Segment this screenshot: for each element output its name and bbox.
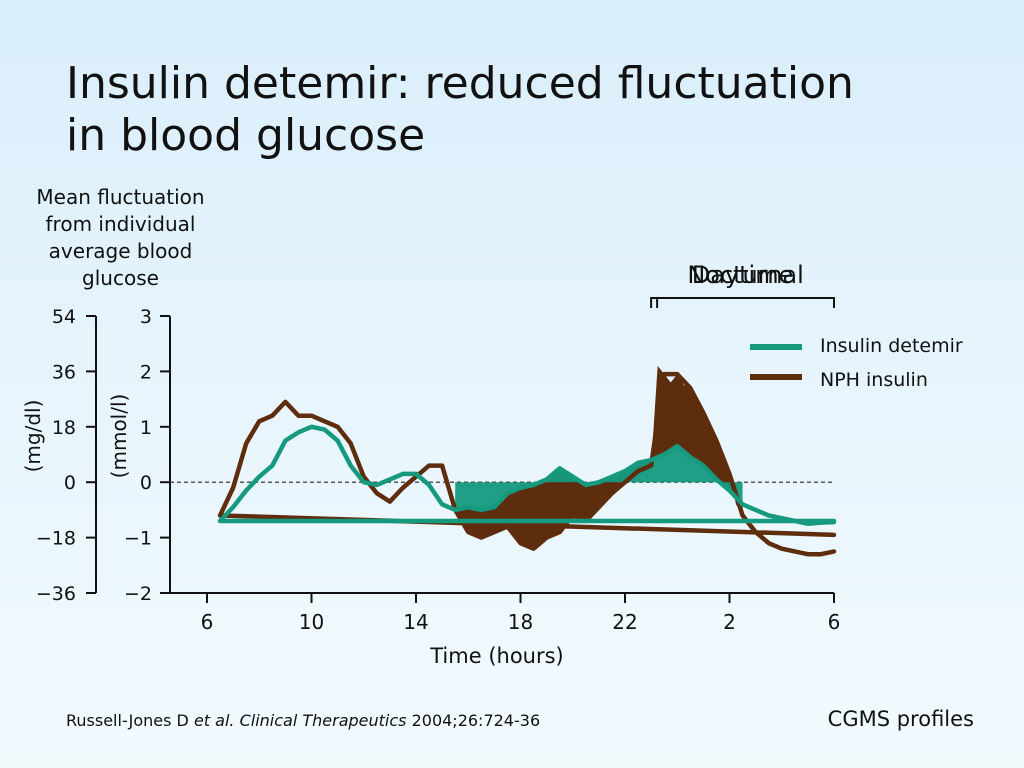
citation-details: 2004;26:724-36 — [406, 711, 541, 730]
y-axis-label-mmol: (mmol/l) — [107, 394, 131, 479]
x-tick-label: 22 — [612, 610, 637, 634]
y-tick-label-mmol: 3 — [140, 306, 152, 328]
x-tick-label: 10 — [299, 610, 324, 634]
citation-journal: Clinical Therapeutics — [239, 711, 407, 730]
y-tick-label-mmol: 0 — [140, 472, 152, 494]
x-tick-label: 18 — [508, 610, 533, 634]
y-tick-label-mmol: −1 — [124, 528, 152, 550]
daytime-bracket — [650, 297, 835, 308]
title-line-1: Insulin detemir: reduced fluctuation — [66, 58, 854, 109]
daytime-label: Daytime — [692, 261, 794, 289]
y-tick-label-mmol: 2 — [140, 361, 152, 383]
insulin-detemir-line — [217, 424, 837, 526]
detemir-deviation-area — [455, 446, 743, 510]
y-tick-label-mmol: 1 — [140, 417, 152, 439]
nph-deviation-area — [455, 365, 743, 549]
footnote: CGMS profiles — [827, 707, 974, 731]
y-axis-label-mgdl: (mg/dl) — [21, 400, 45, 473]
x-tick-label: 2 — [723, 610, 736, 634]
legend-label-detemir: Insulin detemir — [820, 335, 963, 357]
title-line-2: in blood glucose — [66, 110, 426, 161]
y-tick-label-mgdl: −36 — [36, 583, 76, 605]
slide-title: Insulin detemir: reduced fluctuation in … — [66, 58, 966, 162]
x-axis-label: Time (hours) — [429, 644, 564, 668]
y-tick-label-mgdl: 36 — [52, 361, 76, 383]
y-tick-label-mgdl: 18 — [52, 417, 76, 439]
y-axis-description: Mean fluctuation from individual average… — [36, 185, 205, 290]
y-tick-label-mgdl: 0 — [64, 472, 76, 494]
citation: Russell-Jones D et al. Clinical Therapeu… — [66, 711, 540, 730]
nph-insulin-line — [217, 371, 837, 557]
citation-etal: et al. — [193, 711, 235, 730]
x-tick-label: 6 — [828, 610, 841, 634]
nocturnal-label: Nocturnal — [687, 261, 803, 289]
x-tick-label: 6 — [201, 610, 214, 634]
nocturnal-bracket — [656, 297, 835, 308]
y-tick-label-mgdl: −18 — [36, 528, 76, 550]
legend-label-nph: NPH insulin — [820, 369, 928, 391]
citation-authors: Russell-Jones D — [66, 711, 194, 730]
x-tick-label: 14 — [403, 610, 428, 634]
y-tick-label-mgdl: 54 — [52, 306, 76, 328]
y-tick-label-mmol: −2 — [124, 583, 152, 605]
